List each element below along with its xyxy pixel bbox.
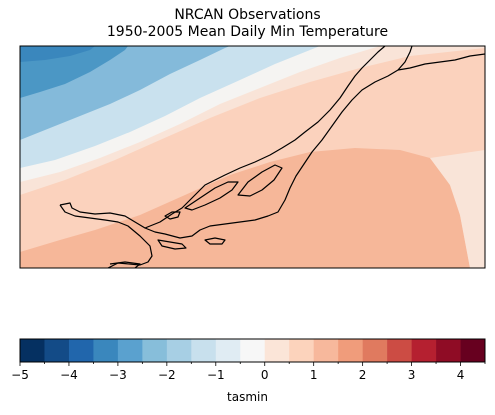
river-north-shore [59,46,386,229]
colorbar-cell [20,339,45,362]
colorbar-cells [20,339,486,362]
colorbar-tick-label: −2 [158,368,176,382]
colorbar-label: tasmin [227,390,268,404]
colorbar-cell [411,339,437,362]
colorbar-cell [191,339,217,362]
colorbar-cell [166,339,192,362]
colorbar-cell [142,339,168,362]
contour-salmon [20,148,470,268]
colorbar-cell [289,339,314,362]
colorbar-tick-label: −4 [60,368,78,382]
river-south-shore [59,204,153,268]
river-south-bank [144,46,413,239]
colorbar-tick-label: −3 [109,368,127,382]
colorbar-cell [44,339,70,362]
island-small-2 [157,239,187,250]
colorbar-cell [68,339,94,362]
island-long [237,164,283,197]
colorbar-tick-label: 2 [359,368,367,382]
river-east-shore [397,53,485,71]
chart-subtitle: 1950-2005 Mean Daily Min Temperature [106,24,389,40]
colorbar-tick-label: 1 [310,368,318,382]
colorbar-cell [387,339,412,362]
colorbar-cell [240,339,266,362]
colorbar-cell [436,339,461,362]
lake-south [109,261,141,268]
colorbar-cell [264,339,290,362]
colorbar-cell [460,339,486,362]
colorbar-frame [19,338,486,363]
colorbar-tick-label: 0 [261,368,269,382]
colorbar-cell [93,339,119,362]
colorbar-tick-label: −1 [207,368,225,382]
map-frame [19,45,486,269]
colorbar-cell [338,339,363,362]
island-small-3 [204,237,226,245]
colorbar-tick-label: −5 [11,368,29,382]
colorbar-tick-label: 3 [408,368,416,382]
coastlines [59,46,485,268]
colorbar-cell [362,339,388,362]
colorbar-ticks: −5 −4 −3 −2 −1 0 1 2 3 4 [11,362,486,382]
colorbar-cell [313,339,339,362]
island-small-1 [164,211,181,220]
contour-peach-pale-right [430,150,485,268]
colorbar-cell [117,339,143,362]
island-orleans [184,181,239,211]
colorbar-cell [215,339,241,362]
colorbar-tick-label: 4 [457,368,465,382]
chart-title: NRCAN Observations [174,7,321,23]
contour-blue-darker [20,46,95,62]
